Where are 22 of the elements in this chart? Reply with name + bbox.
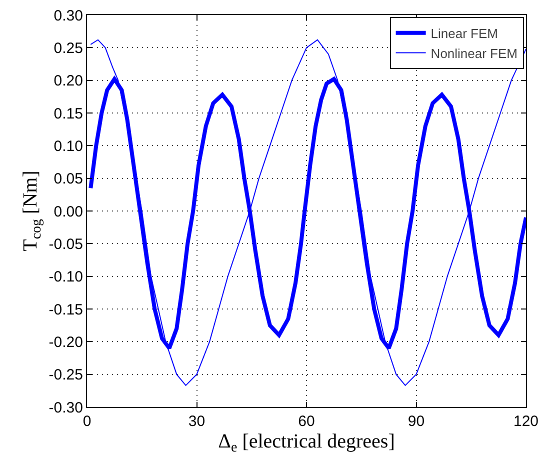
y-tick-label: -0.05 [48,236,83,253]
y-tick-label: 0.00 [54,203,83,220]
y-tick-label: 0.20 [54,72,83,90]
line-series [90,39,526,386]
y-tick-label: -0.20 [48,334,83,351]
y-tick-label: 0.10 [54,138,83,155]
legend-label: Linear FEM [430,26,498,41]
y-tick-label: 0.15 [54,105,83,122]
x-tick-label: 0 [82,413,92,430]
x-tick-label: 60 [298,413,315,430]
y-tick-label: 0.05 [54,170,83,188]
y-tick-label: -0.25 [48,366,83,384]
x-tick-label: 90 [408,413,425,430]
y-tick-label: -0.10 [48,268,83,286]
y-tick-label: 0.25 [54,40,83,57]
legend-label: Nonlinear FEM [430,46,518,61]
x-tick-label: 30 [188,413,206,430]
y-tick-label: 0.30 [54,7,83,24]
y-tick-label: -0.30 [48,399,83,416]
x-axis-title: Δ$_{e}$ [electrical degrees] [218,430,395,456]
y-tick-label: -0.15 [48,301,83,318]
x-tick-label: 120 [513,413,539,430]
